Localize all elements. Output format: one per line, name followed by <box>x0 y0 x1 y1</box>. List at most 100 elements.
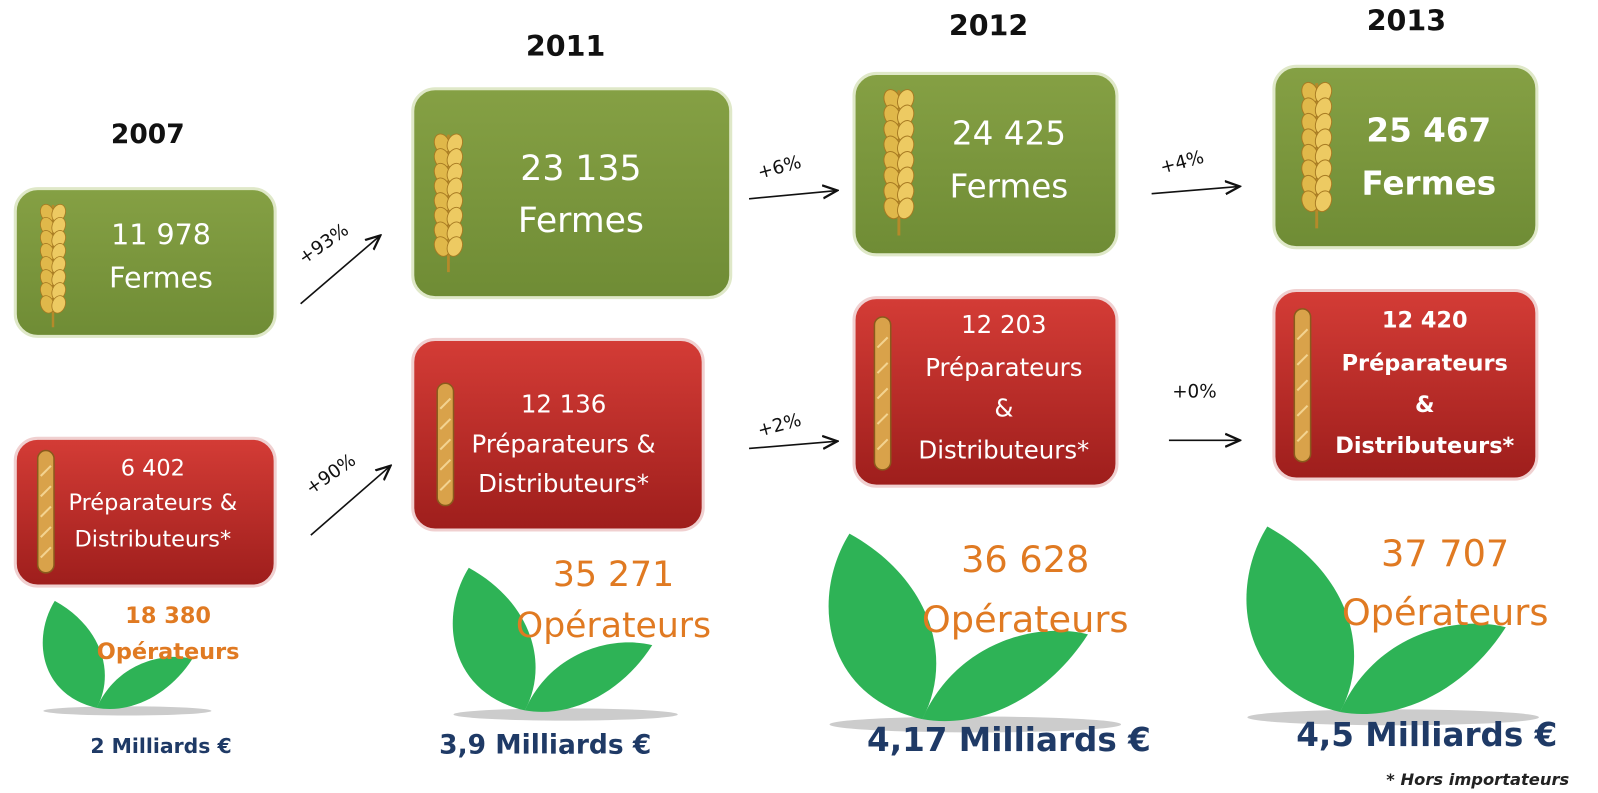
growth-label: +90% <box>302 450 360 499</box>
baguette-cut <box>40 485 52 498</box>
wheat-icon <box>433 133 464 273</box>
farms-text: 24 425 <box>952 115 1066 153</box>
baguette-cut <box>439 397 452 410</box>
preparers-text: & <box>1415 392 1435 418</box>
year: 2007 <box>111 119 185 150</box>
wheat-icon <box>883 89 915 236</box>
operators-text: Opérateurs <box>97 639 240 665</box>
preparers-text: 12 420 <box>1382 308 1468 334</box>
growth-arrow <box>748 441 836 448</box>
baguette-cut <box>1296 404 1309 417</box>
farms-text: 23 135 <box>520 149 641 189</box>
baguette-cut <box>876 438 889 451</box>
baguette-cut <box>876 387 889 400</box>
turnover: 4,17 Milliards € <box>867 721 1151 759</box>
baguette-cut <box>439 479 452 491</box>
leaf-icon <box>828 533 1122 733</box>
turnover: 3,9 Milliards € <box>439 730 651 761</box>
operators-text: 36 628 <box>961 538 1089 581</box>
operators-text: Opérateurs <box>1342 591 1549 634</box>
year: 2013 <box>1367 4 1446 37</box>
baguette-icon <box>436 382 455 507</box>
baguette-cut <box>40 526 52 538</box>
wheat-grain <box>446 236 464 257</box>
wheat-grain <box>1314 190 1333 213</box>
baguette-cut <box>876 336 889 349</box>
preparers-text: Préparateurs & <box>68 490 237 516</box>
baguette-cut <box>40 546 52 559</box>
leaf-right <box>96 656 193 709</box>
leaf-left <box>452 567 536 711</box>
growth-arrow <box>310 467 389 536</box>
farms-text: 25 467 <box>1366 112 1491 150</box>
growth-label: +93% <box>295 220 353 269</box>
preparers-text: Distributeurs* <box>478 469 649 498</box>
farms-text: Fermes <box>1361 165 1496 203</box>
leaf-shadow <box>829 716 1122 733</box>
leaf-shadow <box>453 708 678 721</box>
leaf-icon <box>1246 526 1539 726</box>
growth-label: +6% <box>755 152 803 184</box>
preparers-text: 6 402 <box>121 455 185 481</box>
baguette-icon <box>1293 308 1312 463</box>
wheat-icon <box>40 203 66 328</box>
farms-text: Fermes <box>109 261 213 294</box>
baguette-cut <box>1296 328 1309 341</box>
farms-text: Fermes <box>518 201 644 241</box>
baguette-cut <box>439 418 452 430</box>
leaf-shadow <box>43 706 212 716</box>
operators-text: 37 707 <box>1381 532 1509 575</box>
farms-text: 11 978 <box>111 218 211 251</box>
baguette-cut <box>40 505 52 518</box>
wheat-grain <box>897 197 915 220</box>
operators-text: 35 271 <box>553 555 674 595</box>
year: 2011 <box>526 30 605 63</box>
leaf-right <box>1340 623 1506 714</box>
preparers-box <box>411 337 705 532</box>
leaf-left <box>1246 526 1355 713</box>
operators-text: Opérateurs <box>516 606 711 646</box>
operators-text: 18 380 <box>125 603 211 629</box>
leaf-icon <box>452 567 678 721</box>
preparers-box <box>13 436 277 588</box>
turnover: 2 Milliards € <box>90 734 231 758</box>
leaf-shadow <box>1247 709 1539 726</box>
preparers-text: Distributeurs* <box>75 527 232 553</box>
baguette-cut <box>439 458 452 471</box>
preparers-box <box>852 296 1119 488</box>
wheat-grain <box>51 295 66 314</box>
growth-label: +0% <box>1172 381 1216 402</box>
baguette-cut <box>1296 379 1309 392</box>
operators-text: Opérateurs <box>922 598 1129 641</box>
preparers-text: 12 136 <box>521 390 607 419</box>
preparers-text: Préparateurs & <box>472 429 656 458</box>
growth-label: +2% <box>755 410 803 442</box>
preparers-text: & <box>994 394 1013 423</box>
farms-box <box>852 71 1119 257</box>
turnover: 4,5 Milliards € <box>1296 716 1557 754</box>
growth-arrow <box>300 236 379 305</box>
preparers-text: Préparateurs <box>925 353 1082 382</box>
preparers-text: 12 203 <box>961 310 1047 339</box>
growth-arrow <box>1151 187 1239 194</box>
wheat-icon <box>1301 81 1333 229</box>
farms-text: Fermes <box>950 168 1069 206</box>
baguette-cut <box>40 465 52 477</box>
preparers-text: Distributeurs* <box>918 436 1089 465</box>
baguette-cut <box>1296 430 1309 443</box>
preparers-text: Préparateurs <box>1342 350 1508 376</box>
leaf-left <box>42 600 105 708</box>
farms-box <box>13 187 277 338</box>
baguette-cut <box>439 438 452 451</box>
growth-label: +4% <box>1158 147 1206 179</box>
baguette-cut <box>1296 353 1309 366</box>
baguette-cut <box>876 413 889 425</box>
footnote: * Hors importateurs <box>1386 770 1569 789</box>
leaf-right <box>524 642 653 712</box>
year: 2012 <box>949 10 1028 43</box>
farms-box <box>411 87 733 300</box>
leaf-icon <box>42 600 212 716</box>
growth-arrow <box>748 191 836 200</box>
farms-box <box>1272 64 1539 250</box>
